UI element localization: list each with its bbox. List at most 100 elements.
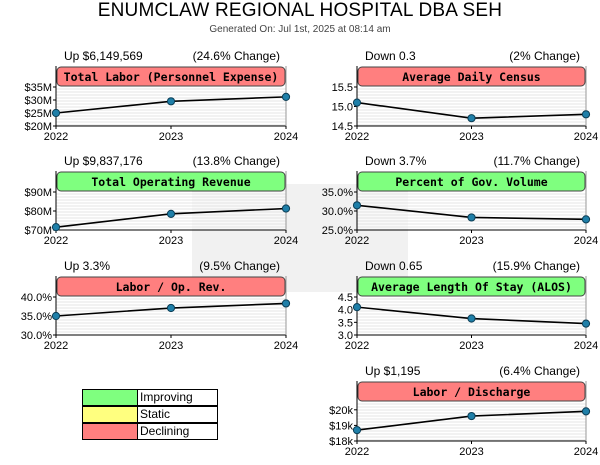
average-length-of-stay-alos-y-tick-label: 4.0	[338, 305, 353, 317]
average-daily-census-x-tick-label: 2024	[574, 131, 598, 143]
average-length-of-stay-alos-title: Average Length Of Stay (ALOS)	[371, 280, 572, 294]
total-labor-personnel-expense-change-percent: (24.6% Change)	[193, 49, 280, 63]
total-labor-personnel-expense-y-tick-label: $25M	[24, 108, 52, 120]
legend-swatch-declining	[83, 424, 138, 439]
legend-label-declining: Declining	[140, 424, 190, 438]
legend-swatch-static	[83, 407, 138, 422]
average-length-of-stay-alos-data-point	[581, 319, 591, 328]
average-length-of-stay-alos-change-amount: Down 0.65	[365, 259, 423, 273]
labor-discharge-data-point	[352, 425, 362, 435]
total-labor-personnel-expense-status-banner	[56, 66, 286, 87]
labor-op-rev-data-point	[51, 311, 61, 321]
labor-op-rev-plot-area	[56, 297, 286, 335]
percent-of-gov-volume-change-amount: Down 3.7%	[365, 154, 427, 168]
average-length-of-stay-alos-x-tick-label: 2023	[459, 340, 483, 352]
average-daily-census-change-percent: (2% Change)	[509, 49, 580, 63]
labor-discharge-x-tick-label: 2022	[345, 446, 369, 458]
total-labor-personnel-expense-x-tick-label: 2023	[159, 131, 183, 143]
average-length-of-stay-alos-data-point	[467, 314, 476, 323]
average-length-of-stay-alos-change-percent: (15.9% Change)	[493, 259, 580, 273]
average-daily-census-data-point	[467, 114, 476, 123]
average-length-of-stay-alos-x-tick-label: 2022	[345, 340, 369, 352]
labor-op-rev-change-amount: Up 3.3%	[64, 259, 110, 273]
legend-swatch-improving	[83, 390, 138, 405]
average-daily-census-y-tick-label: 15.5	[332, 82, 353, 94]
total-labor-personnel-expense-y-tick-label: $35M	[24, 82, 52, 94]
average-daily-census-status-banner	[357, 66, 586, 87]
legend: Improving Static Declining	[82, 389, 218, 441]
total-labor-personnel-expense-data-point	[281, 92, 291, 101]
labor-op-rev-change-percent: (9.5% Change)	[199, 259, 280, 273]
total-labor-personnel-expense-y-tick-label: $30M	[24, 95, 52, 107]
total-labor-personnel-expense-y-tick-label: $20M	[24, 121, 52, 133]
total-operating-revenue-change-percent: (13.8% Change)	[193, 154, 280, 168]
percent-of-gov-volume-x-tick-label: 2022	[345, 235, 369, 247]
labor-discharge-x-tick-label: 2024	[574, 446, 598, 458]
percent-of-gov-volume-data-point	[352, 201, 362, 210]
average-daily-census-data-point	[352, 98, 362, 107]
total-operating-revenue-data-point	[51, 223, 61, 232]
total-labor-personnel-expense-x-tick-label: 2024	[274, 131, 298, 143]
average-length-of-stay-alos-y-tick-label: 3.0	[338, 330, 353, 342]
total-labor-personnel-expense-data-point	[166, 97, 176, 106]
labor-op-rev-x-tick-label: 2023	[159, 340, 183, 352]
total-operating-revenue-status-banner	[56, 171, 286, 192]
average-daily-census-title: Average Daily Census	[402, 70, 540, 84]
percent-of-gov-volume-title: Percent of Gov. Volume	[395, 175, 547, 189]
labor-discharge-change-percent: (6.4% Change)	[499, 364, 580, 378]
labor-discharge-title: Labor / Discharge	[413, 385, 531, 399]
labor-op-rev-data-point	[281, 299, 291, 308]
generated-timestamp: Generated On: Jul 1st, 2025 at 08:14 am	[209, 24, 391, 35]
percent-of-gov-volume-data-point	[467, 213, 476, 222]
legend-label-static: Static	[140, 407, 171, 421]
average-daily-census-change-amount: Down 0.3	[365, 49, 416, 63]
percent-of-gov-volume-y-tick-label: 25.0%	[322, 225, 353, 237]
average-length-of-stay-alos-y-tick-label: 3.5	[338, 317, 353, 329]
labor-op-rev-x-tick-label: 2022	[44, 340, 68, 352]
total-operating-revenue-x-tick-label: 2023	[159, 235, 183, 247]
percent-of-gov-volume-change-percent: (11.7% Change)	[494, 154, 581, 168]
total-operating-revenue-y-tick-label: $80M	[24, 206, 52, 218]
average-daily-census-x-tick-label: 2022	[345, 131, 369, 143]
labor-discharge-y-tick-label: $19k	[329, 420, 353, 432]
legend-item-static: Static	[82, 406, 218, 423]
report-title: ENUMCLAW REGIONAL HOSPITAL DBA SEH	[97, 0, 503, 21]
percent-of-gov-volume-plot-area	[357, 192, 586, 230]
total-operating-revenue-y-tick-label: $90M	[24, 187, 52, 199]
average-length-of-stay-alos-x-tick-label: 2024	[574, 340, 598, 352]
average-length-of-stay-alos-y-tick-label: 4.5	[338, 292, 353, 304]
labor-discharge-data-point	[581, 407, 591, 416]
percent-of-gov-volume-y-tick-label: 30.0%	[322, 206, 353, 218]
labor-discharge-y-tick-label: $18k	[329, 436, 353, 448]
total-labor-personnel-expense-data-point	[51, 108, 61, 118]
total-operating-revenue-data-point	[166, 209, 176, 218]
average-length-of-stay-alos-data-point	[352, 303, 362, 312]
average-length-of-stay-alos-status-banner	[357, 276, 586, 297]
total-operating-revenue-title: Total Operating Revenue	[91, 175, 250, 189]
labor-discharge-status-banner	[357, 381, 586, 402]
labor-op-rev-title: Labor / Op. Rev.	[116, 280, 227, 294]
labor-discharge-change-amount: Up $1,195	[365, 364, 421, 378]
labor-discharge-x-tick-label: 2023	[459, 446, 483, 458]
total-labor-personnel-expense-change-amount: Up $6,149,569	[64, 49, 143, 63]
legend-item-declining: Declining	[82, 423, 218, 440]
average-daily-census-y-tick-label: 14.5	[332, 121, 353, 133]
total-operating-revenue-change-amount: Up $9,837,176	[64, 154, 143, 168]
labor-discharge-y-tick-label: $20k	[329, 405, 353, 417]
labor-op-rev-data-point	[166, 303, 176, 313]
labor-op-rev-y-tick-label: 35.0%	[21, 311, 52, 323]
labor-op-rev-y-tick-label: 30.0%	[21, 330, 52, 342]
average-daily-census-data-point	[581, 110, 591, 119]
percent-of-gov-volume-data-point	[581, 215, 591, 224]
percent-of-gov-volume-y-tick-label: 35.0%	[322, 187, 353, 199]
total-labor-personnel-expense-title: Total Labor (Personnel Expense)	[64, 70, 279, 84]
total-operating-revenue-x-tick-label: 2024	[274, 235, 298, 247]
total-operating-revenue-y-tick-label: $70M	[24, 225, 52, 237]
labor-op-rev-x-tick-label: 2024	[274, 340, 298, 352]
percent-of-gov-volume-x-tick-label: 2024	[574, 235, 598, 247]
legend-item-improving: Improving	[82, 389, 218, 406]
percent-of-gov-volume-status-banner	[357, 171, 586, 192]
total-labor-personnel-expense-x-tick-label: 2022	[44, 131, 68, 143]
labor-op-rev-status-banner	[56, 276, 286, 297]
